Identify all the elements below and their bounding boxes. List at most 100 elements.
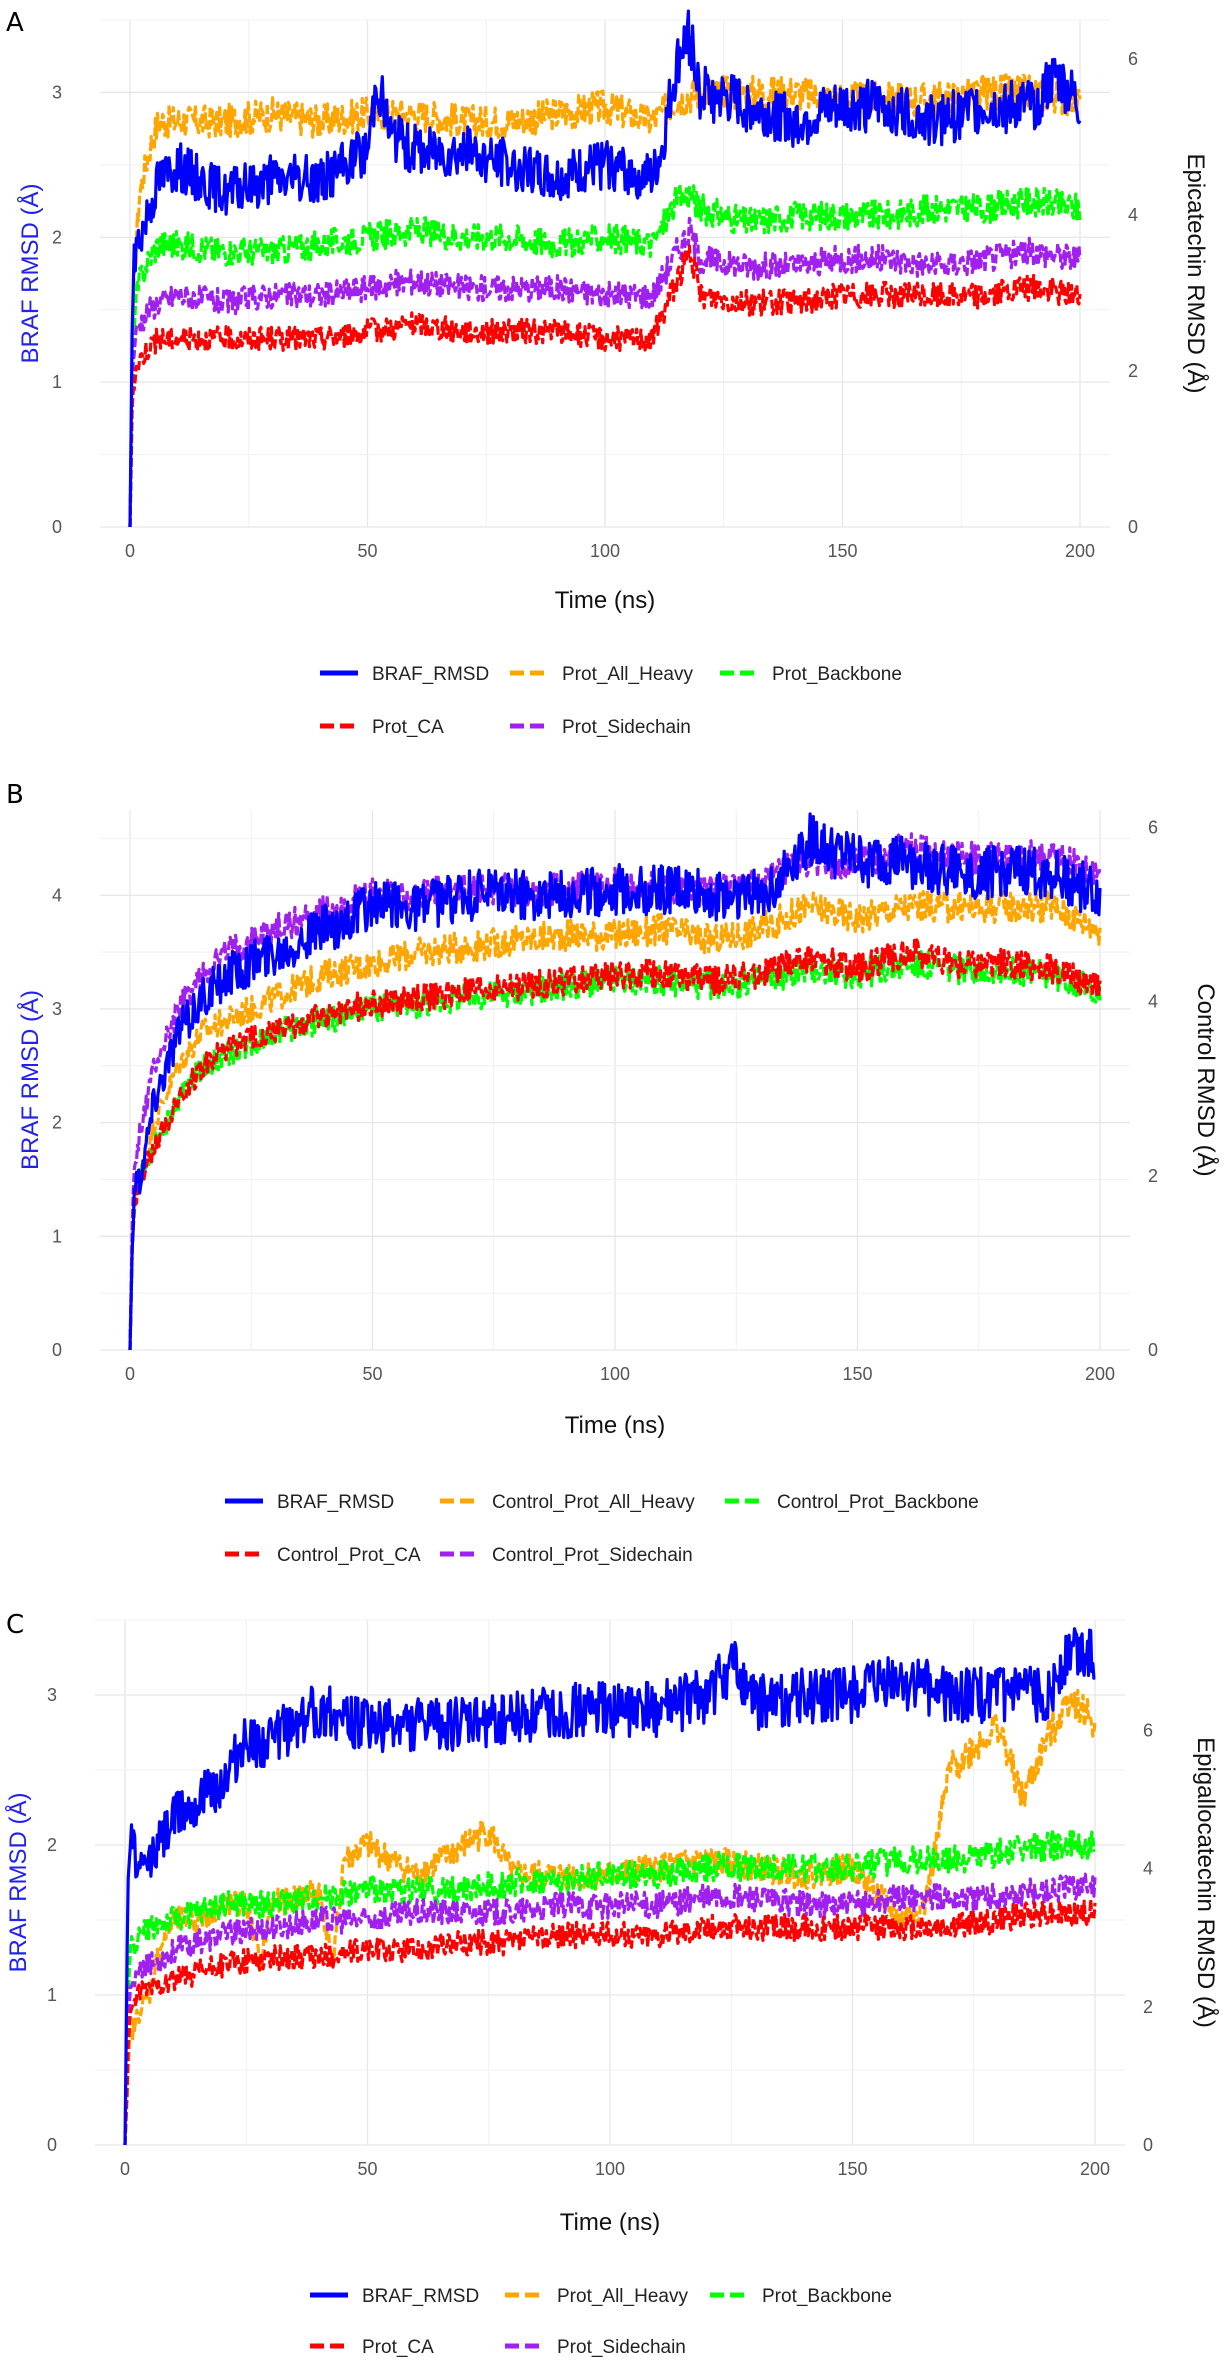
y-axis-label-right: Control RMSD (Å) xyxy=(1192,983,1220,1176)
series-line-BRAF_RMSD xyxy=(128,9,1082,528)
series-line-Prot_Sidechain xyxy=(128,216,1082,528)
series-line-BRAF_RMSD xyxy=(128,812,1102,1351)
series-line-Control_Prot_All_Heavy xyxy=(128,889,1102,1351)
legend-item: Prot_Sidechain xyxy=(505,2337,686,2358)
panel-a: A 0 1 2 3 0 2 4 6 0 50 100 150 200 Time (ns) BRAF RMSD… xyxy=(0,0,1225,780)
y-tick-left: 3 xyxy=(52,82,62,102)
legend-label: Prot_CA xyxy=(372,717,444,738)
panel-b: B 0 1 2 3 4 0 2 4 6 0 50 100 150 200 Time (ns) BRAF RMS… xyxy=(0,780,1225,1590)
panel-label: A xyxy=(6,8,24,38)
series-line-Prot_Sidechain xyxy=(123,1872,1097,2146)
y-tick-left: 4 xyxy=(52,885,62,905)
y-axis-label-left: BRAF RMSD (Å) xyxy=(16,990,44,1170)
y-tick-right: 6 xyxy=(1143,1721,1153,1741)
y-tick-right: 2 xyxy=(1143,1997,1153,2017)
legend-label: BRAF_RMSD xyxy=(362,2286,479,2307)
x-tick: 50 xyxy=(357,2159,377,2179)
y-tick-right: 6 xyxy=(1148,817,1158,837)
y-tick-right: 2 xyxy=(1148,1166,1158,1186)
y-tick-right: 0 xyxy=(1128,517,1138,537)
y-tick-left: 2 xyxy=(47,1835,57,1855)
series-line-Control_Prot_CA xyxy=(128,938,1102,1351)
legend-label: Control_Prot_Backbone xyxy=(777,1492,979,1513)
chart-a: 0 1 2 3 0 2 4 6 0 50 100 150 200 Time (ns) BRAF RMSD (… xyxy=(16,9,1210,738)
x-tick: 0 xyxy=(125,541,135,561)
y-tick-right: 4 xyxy=(1143,1859,1153,1879)
legend-label: Prot_Sidechain xyxy=(557,2337,686,2358)
legend-item: Prot_Sidechain xyxy=(510,717,691,738)
x-tick: 200 xyxy=(1085,1364,1115,1384)
legend-label: Control_Prot_All_Heavy xyxy=(492,1492,695,1513)
x-axis-label: Time (ns) xyxy=(565,1412,665,1439)
chart-c: 0 1 2 3 0 2 4 6 0 50 100 150 200 Time (ns) BRAF RMSD (… xyxy=(4,1619,1220,2358)
legend-label: Prot_Backbone xyxy=(772,664,902,685)
x-tick: 50 xyxy=(357,541,377,561)
series-line-Prot_Backbone xyxy=(128,182,1082,528)
y-tick-left: 1 xyxy=(47,1985,57,2005)
y-tick-left: 0 xyxy=(52,517,62,537)
y-tick-left: 2 xyxy=(52,1113,62,1133)
y-tick-right: 6 xyxy=(1128,49,1138,69)
x-tick: 0 xyxy=(125,1364,135,1384)
legend-label: Control_Prot_CA xyxy=(277,1545,421,1566)
y-axis-label-left: BRAF RMSD (Å) xyxy=(4,1793,32,1973)
series-line-Prot_Backbone xyxy=(123,1828,1096,2146)
legend-item: Prot_All_Heavy xyxy=(510,664,693,685)
panel-label: B xyxy=(6,780,24,810)
y-tick-left: 3 xyxy=(52,999,62,1019)
x-tick: 50 xyxy=(362,1364,382,1384)
y-tick-right: 0 xyxy=(1148,1340,1158,1360)
y-tick-left: 1 xyxy=(52,1226,62,1246)
panel-label: C xyxy=(6,1610,25,1640)
legend-label: Prot_Backbone xyxy=(762,2286,892,2307)
x-tick: 100 xyxy=(590,541,620,561)
legend-label: BRAF_RMSD xyxy=(277,1492,394,1513)
x-tick: 0 xyxy=(120,2159,130,2179)
legend-item: Prot_Backbone xyxy=(720,664,902,685)
x-axis-label: Time (ns) xyxy=(555,587,655,614)
y-axis-label-left: BRAF RMSD (Å) xyxy=(16,184,44,364)
legend-item: BRAF_RMSD xyxy=(320,664,489,685)
legend-item: BRAF_RMSD xyxy=(310,2286,479,2307)
x-axis-label: Time (ns) xyxy=(560,2209,660,2236)
legend-label: Prot_All_Heavy xyxy=(562,664,693,685)
x-tick: 100 xyxy=(595,2159,625,2179)
y-tick-left: 1 xyxy=(52,372,62,392)
legend-label: Control_Prot_Sidechain xyxy=(492,1545,693,1566)
legend-item: Prot_CA xyxy=(320,717,444,738)
y-tick-left: 3 xyxy=(47,1685,57,1705)
legend-label: Prot_Sidechain xyxy=(562,717,691,738)
y-tick-right: 0 xyxy=(1143,2135,1153,2155)
series-line-Prot_CA xyxy=(123,1898,1097,2146)
series-line-BRAF_RMSD xyxy=(123,1627,1096,2146)
legend-label: BRAF_RMSD xyxy=(372,664,489,685)
panel-c: C 0 1 2 3 0 2 4 6 0 50 100 150 200 Time (ns) BRAF RMSD… xyxy=(0,1590,1225,2362)
x-tick: 150 xyxy=(837,2159,867,2179)
y-tick-right: 2 xyxy=(1128,361,1138,381)
x-tick: 150 xyxy=(827,541,857,561)
series-line-Prot_CA xyxy=(128,244,1082,528)
x-tick: 200 xyxy=(1080,2159,1110,2179)
legend-item: Control_Prot_Backbone xyxy=(725,1492,979,1513)
chart-b: 0 1 2 3 4 0 2 4 6 0 50 100 150 200 Time (ns) BRAF RMSD … xyxy=(16,810,1220,1566)
x-tick: 150 xyxy=(842,1364,872,1384)
y-tick-left: 2 xyxy=(52,227,62,247)
legend-label: Prot_CA xyxy=(362,2337,434,2358)
series-line-Prot_All_Heavy xyxy=(123,1688,1097,2146)
series-line-Prot_All_Heavy xyxy=(128,73,1082,528)
legend-item: Prot_Backbone xyxy=(710,2286,892,2307)
x-tick: 100 xyxy=(600,1364,630,1384)
x-tick: 200 xyxy=(1065,541,1095,561)
legend-item: Control_Prot_All_Heavy xyxy=(440,1492,695,1513)
y-tick-left: 0 xyxy=(52,1340,62,1360)
legend-item: BRAF_RMSD xyxy=(225,1492,394,1513)
y-tick-right: 4 xyxy=(1128,205,1138,225)
y-axis-label-right: Epicatechin RMSD (Å) xyxy=(1182,153,1210,393)
legend-item: Prot_All_Heavy xyxy=(505,2286,688,2307)
legend-item: Control_Prot_CA xyxy=(225,1545,421,1566)
y-axis-label-right: Epigallocatechin RMSD (Å) xyxy=(1192,1737,1220,2028)
y-tick-left: 0 xyxy=(47,2135,57,2155)
legend-item: Control_Prot_Sidechain xyxy=(440,1545,693,1566)
legend-label: Prot_All_Heavy xyxy=(557,2286,688,2307)
y-tick-right: 4 xyxy=(1148,992,1158,1012)
